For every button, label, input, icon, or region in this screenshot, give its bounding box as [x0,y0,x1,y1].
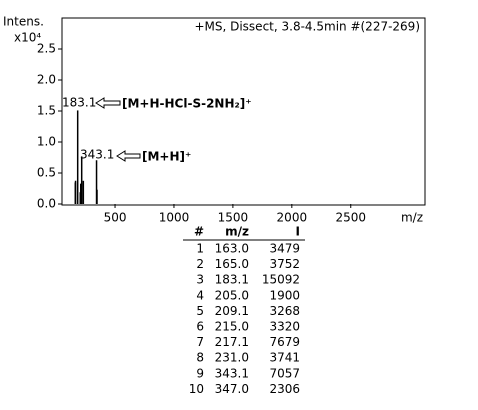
table-cell: 209.1 [215,304,249,318]
annotation-arrow [95,97,121,109]
table-cell: 215.0 [215,320,249,334]
table-cell: 347.0 [215,382,249,396]
y-tick-label: 0.0 [37,197,56,211]
table-cell: 231.0 [215,351,249,365]
table-header: m/z [225,225,249,239]
annotation-text: [M+H]⁺ [142,150,191,164]
annotation-peak: 343.1 [80,148,114,162]
table-cell: 6 [196,320,204,334]
annotation-arrow [116,150,141,162]
y-tick-label: 1.0 [37,135,56,149]
table-cell: 7 [196,335,204,349]
y-tick-label: 0.5 [37,166,56,180]
table-cell: 2 [196,257,204,271]
x-tick-label: 1500 [218,211,249,225]
y-axis-label: Intens. [3,15,44,29]
x-tick-label: 2500 [335,211,366,225]
table-cell: 3741 [269,351,300,365]
table-cell: 3752 [269,257,300,271]
table-cell: 343.1 [215,366,249,380]
table-cell: 217.1 [215,335,249,349]
x-axis-label: m/z [401,211,423,225]
table-cell: 3479 [269,242,300,256]
annotation-text: [M+H-HCl-S-2NH₂]⁺ [122,97,252,111]
y-scale-label: x10⁴ [14,31,41,45]
table-header: I [296,225,300,239]
x-tick-label: 1000 [159,211,190,225]
table-cell: 165.0 [215,257,249,271]
table-cell: 183.1 [215,273,249,287]
table-cell: 8 [196,351,204,365]
y-tick-label: 2.0 [37,73,56,87]
table-cell: 4 [196,288,204,302]
table-cell: 5 [196,304,204,318]
table-header: # [194,225,204,239]
table-cell: 1900 [269,288,300,302]
table-cell: 205.0 [215,288,249,302]
x-tick-label: 500 [104,211,127,225]
table-cell: 7679 [269,335,300,349]
table-cell: 7057 [269,366,300,380]
table-cell: 3 [196,273,204,287]
table-cell: 1 [196,242,204,256]
plot-frame [61,17,426,206]
table-cell: 9 [196,366,204,380]
annotation-peak: 183.1 [62,96,96,110]
x-tick-label: 2000 [277,211,308,225]
chart-title: +MS, Dissect, 3.8-4.5min #(227-269) [194,20,420,34]
table-cell: 2306 [269,382,300,396]
table-cell: 3320 [269,320,300,334]
y-tick-label: 2.5 [37,42,56,56]
table-cell: 3268 [269,304,300,318]
table-cell: 15092 [262,273,300,287]
table-cell: 10 [189,382,204,396]
y-tick-label: 1.5 [37,104,56,118]
table-cell: 163.0 [215,242,249,256]
